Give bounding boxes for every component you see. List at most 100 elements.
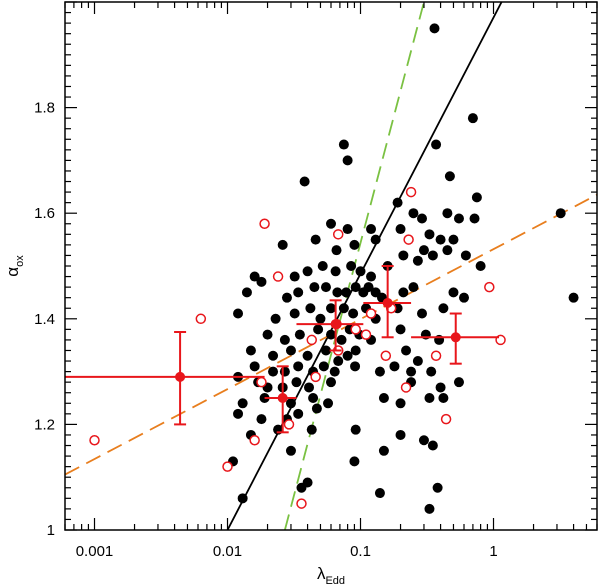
filled-data-point xyxy=(333,356,344,367)
filled-data-point xyxy=(289,271,300,282)
open-data-point xyxy=(350,324,361,335)
filled-data-point xyxy=(326,377,336,388)
filled-data-point xyxy=(302,266,313,277)
filled-data-point xyxy=(291,377,302,388)
filled-data-point xyxy=(299,176,310,187)
filled-data-point xyxy=(349,456,360,467)
filled-data-point xyxy=(350,345,361,356)
filled-data-point xyxy=(309,282,320,293)
x-axis-label-sub: Edd xyxy=(325,575,345,586)
binned-marker xyxy=(382,297,393,308)
filled-data-point xyxy=(395,324,406,335)
filled-data-point xyxy=(237,398,248,409)
y-axis-label: αox xyxy=(3,255,26,277)
open-data-point xyxy=(259,218,270,230)
y-axis-label-sub: ox xyxy=(14,255,26,267)
filled-data-point xyxy=(285,398,296,409)
filled-data-point xyxy=(289,308,300,319)
filled-data-point xyxy=(293,408,304,419)
x-tick-label: 1 xyxy=(489,543,497,560)
fit-lines xyxy=(65,2,597,530)
open-data-point xyxy=(484,281,495,293)
filled-data-point xyxy=(341,287,352,298)
filled-data-point xyxy=(285,345,296,356)
filled-data-point xyxy=(330,266,341,277)
open-data-point xyxy=(272,271,284,282)
binned-marker xyxy=(450,332,461,343)
filled-data-point xyxy=(389,361,400,372)
filled-data-point xyxy=(293,361,304,372)
filled-data-point xyxy=(350,361,361,372)
filled-data-point xyxy=(435,234,446,245)
x-axis-label: λEdd xyxy=(317,564,345,586)
filled-data-point xyxy=(268,366,279,377)
filled-data-point xyxy=(302,350,313,361)
y-tick-label: 1.8 xyxy=(34,100,55,117)
open-data-point xyxy=(256,376,267,388)
filled-data-point xyxy=(395,429,406,440)
filled-data-point xyxy=(317,261,328,271)
open-data-point xyxy=(249,434,260,446)
filled-data-point xyxy=(366,271,377,282)
binned-point xyxy=(411,312,500,365)
binned-marker xyxy=(277,393,288,403)
y-tick-label: 1.4 xyxy=(34,311,55,328)
filled-data-point xyxy=(237,493,248,504)
filled-data-point xyxy=(426,366,437,377)
filled-data-point xyxy=(417,213,428,224)
filled-data-point xyxy=(306,424,317,435)
filled-data-point xyxy=(256,276,267,287)
filled-data-point xyxy=(395,224,406,235)
filled-data-point xyxy=(241,287,252,298)
filled-data-point xyxy=(424,229,435,240)
filled-data-point xyxy=(281,292,292,303)
filled-data-point xyxy=(326,218,336,229)
filled-data-point xyxy=(323,398,334,409)
filled-data-point xyxy=(350,424,361,435)
filled-data-point xyxy=(417,308,428,319)
filled-data-point xyxy=(427,250,438,261)
filled-data-point xyxy=(342,224,353,235)
x-tick-label: 0.1 xyxy=(350,543,371,560)
open-data-point xyxy=(403,234,414,245)
filled-data-point xyxy=(395,398,406,409)
filled-data-point xyxy=(378,393,389,403)
binned-points xyxy=(65,265,500,434)
binned-point xyxy=(65,331,265,426)
filled-data-point xyxy=(412,255,423,266)
open-data-point xyxy=(440,413,452,425)
filled-data-point xyxy=(374,366,385,377)
y-tick-label: 1.6 xyxy=(34,205,55,222)
open-data-point xyxy=(306,334,318,346)
filled-data-point xyxy=(408,208,419,219)
filled-data-point xyxy=(268,350,279,361)
binned-point xyxy=(296,299,364,352)
binned-marker xyxy=(175,371,186,382)
filled-data-point xyxy=(424,503,435,514)
filled-data-point xyxy=(342,350,353,361)
filled-data-point xyxy=(311,403,322,414)
filled-data-point xyxy=(448,287,459,298)
filled-data-point xyxy=(346,261,357,271)
filled-data-point xyxy=(331,245,342,256)
axis-ticks xyxy=(64,1,598,531)
filled-data-point xyxy=(313,324,324,335)
filled-data-point xyxy=(249,361,260,372)
open-data-point xyxy=(405,186,417,198)
open-data-point xyxy=(365,308,377,319)
filled-data-point xyxy=(444,171,455,182)
filled-data-point xyxy=(293,287,304,298)
filled-data-point xyxy=(315,313,326,324)
filled-data-point xyxy=(424,393,435,403)
filled-data-point xyxy=(568,292,579,303)
filled-data-point xyxy=(332,287,343,298)
y-axis-label-main: α xyxy=(3,267,22,277)
open-data-point xyxy=(310,371,321,383)
filled-data-point xyxy=(270,313,281,324)
filled-data-point xyxy=(467,113,478,124)
y-tick-label: 1.2 xyxy=(34,416,55,433)
filled-data-point xyxy=(418,435,429,446)
filled-data-point xyxy=(366,224,377,235)
filled-data-point xyxy=(320,345,331,356)
